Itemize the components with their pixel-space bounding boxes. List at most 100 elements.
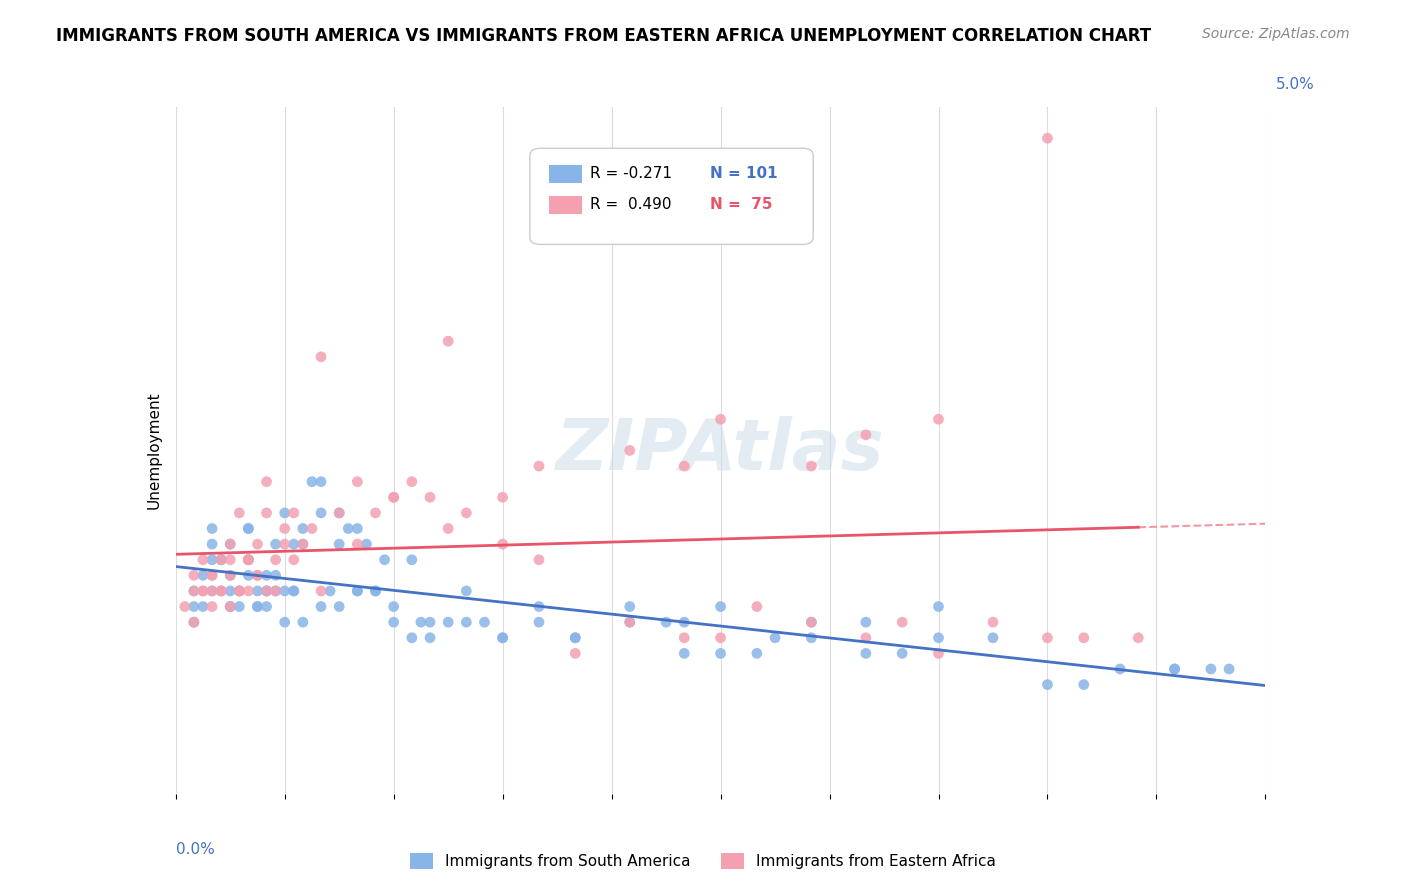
Point [256,568,278,582]
Point [238,521,260,535]
Point [219,568,242,582]
Point [183,615,205,630]
Point [419,631,441,645]
Point [183,599,205,614]
Point [309,350,332,364]
Point [328,537,350,551]
Point [527,552,550,567]
Point [419,490,441,504]
Point [745,599,768,614]
Point [228,583,250,598]
Text: N = 101: N = 101 [710,166,778,181]
Point [619,599,641,614]
Point [855,631,877,645]
Point [800,615,823,630]
Point [309,583,332,598]
Point [800,615,823,630]
Point [228,583,250,598]
Point [283,583,305,598]
Point [228,599,250,614]
Point [173,599,195,614]
Point [763,631,786,645]
Point [201,568,224,582]
Point [564,631,586,645]
Point [1163,662,1185,676]
Point [238,583,260,598]
Point [981,615,1004,630]
Point [328,599,350,614]
Point [291,521,314,535]
Point [382,490,405,504]
Text: ZIPAtlas: ZIPAtlas [557,416,884,485]
Point [356,537,378,551]
Point [1109,662,1132,676]
Point [291,537,314,551]
Point [246,568,269,582]
Point [1199,662,1222,676]
Point [219,568,242,582]
Point [228,506,250,520]
Point [710,646,733,660]
Point [201,599,224,614]
Point [673,615,696,630]
Point [246,568,269,582]
Legend: Immigrants from South America, Immigrants from Eastern Africa: Immigrants from South America, Immigrant… [404,847,1002,875]
Point [437,615,460,630]
Point [855,615,877,630]
Point [401,475,423,489]
Point [710,631,733,645]
Point [238,552,260,567]
Point [238,552,260,567]
Point [191,568,214,582]
Point [274,583,297,598]
Point [437,521,460,535]
Point [256,506,278,520]
Point [346,537,368,551]
Text: IMMIGRANTS FROM SOUTH AMERICA VS IMMIGRANTS FROM EASTERN AFRICA UNEMPLOYMENT COR: IMMIGRANTS FROM SOUTH AMERICA VS IMMIGRA… [56,27,1152,45]
Point [309,475,332,489]
Y-axis label: Unemployment: Unemployment [146,392,162,509]
Point [274,521,297,535]
Point [419,615,441,630]
Point [855,427,877,442]
Point [492,490,515,504]
Point [619,615,641,630]
Point [183,615,205,630]
Point [264,568,287,582]
Point [191,583,214,598]
Point [191,552,214,567]
Point [283,552,305,567]
Point [891,615,914,630]
Point [364,583,387,598]
Point [283,537,305,551]
Point [456,615,478,630]
Point [474,615,496,630]
Point [437,334,460,348]
Point [337,521,360,535]
Point [238,568,260,582]
Point [283,506,305,520]
Point [246,599,269,614]
Point [382,490,405,504]
Point [256,583,278,598]
Point [201,583,224,598]
Point [256,475,278,489]
Point [855,646,877,660]
Point [745,646,768,660]
Point [209,583,232,598]
Point [274,506,297,520]
Text: 0.0%: 0.0% [176,842,215,857]
Point [527,615,550,630]
Point [346,475,368,489]
Point [291,615,314,630]
Point [346,583,368,598]
Point [328,506,350,520]
Point [673,646,696,660]
Point [928,412,950,426]
Point [492,631,515,645]
Point [673,458,696,473]
Point [201,521,224,535]
Point [246,599,269,614]
Point [246,583,269,598]
Point [274,537,297,551]
